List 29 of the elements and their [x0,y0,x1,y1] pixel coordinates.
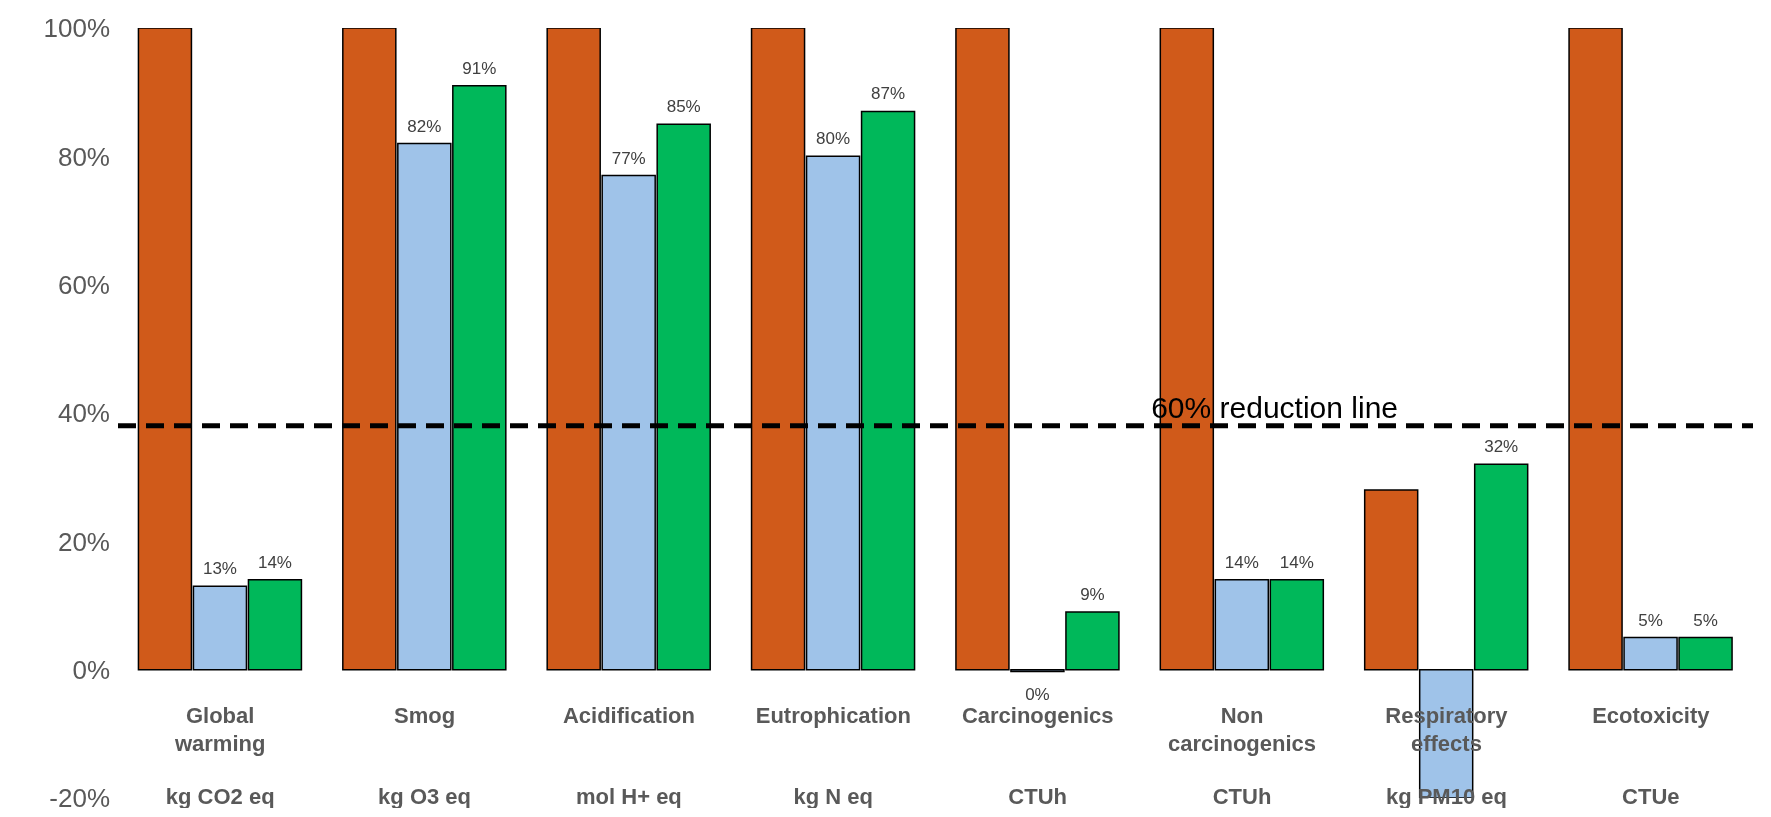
data-label: 80% [816,129,851,149]
category-label: Non carcinogenics CTUh [1168,702,1317,809]
data-label: 32% [1484,437,1519,457]
data-label: 82% [407,116,442,136]
category-label: Acidification mol H+ eq [562,702,695,809]
y-tick-label: 20% [57,526,110,557]
data-label: 87% [871,84,906,104]
category-label: Ecotoxicity CTUe [1592,702,1710,809]
y-tick-label: 100% [43,13,110,44]
category-label: Carcinogenics CTUh [961,702,1114,809]
y-tick-label: 0% [72,654,110,685]
y-tick-label: 40% [57,398,110,429]
y-tick-label: 60% [57,269,110,300]
data-label: 14% [257,552,292,572]
data-label: 5% [1638,610,1663,630]
data-label: 91% [462,58,497,78]
category-label: Smog kg O3 eq [378,702,472,809]
data-label: 0% [1025,684,1050,704]
category-label: Eutrophication kg N eq [755,702,911,809]
data-label: 77% [611,148,646,168]
y-tick-label: -20% [49,783,110,814]
data-label: 85% [666,97,701,117]
data-label: 14% [1279,552,1314,572]
data-label: 9% [1080,584,1105,604]
data-label: 13% [202,559,237,579]
y-tick-label: 80% [57,141,110,172]
category-label: Global warming kg CO2 eq [165,702,275,809]
data-label: 5% [1693,610,1718,630]
data-label: 14% [1224,552,1259,572]
